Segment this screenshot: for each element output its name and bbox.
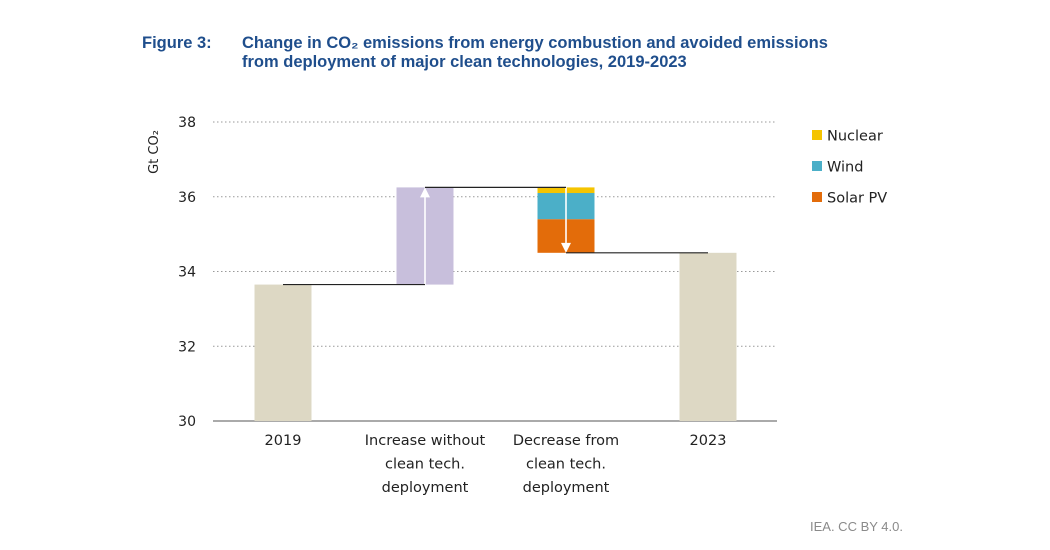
x-category-label: 2023 (690, 433, 727, 449)
legend-swatch-solar (812, 192, 822, 202)
figure-label: Figure 3: (142, 34, 212, 52)
credit-text: IEA. CC BY 4.0. (810, 519, 903, 534)
legend-swatch-nuclear (812, 130, 822, 140)
title-line-1: Change in CO₂ emissions from energy comb… (242, 34, 828, 52)
y-tick-label: 34 (178, 265, 196, 281)
y-tick-label: 30 (178, 414, 196, 430)
increase-arrow-head (420, 187, 430, 198)
x-category-label: clean tech. (526, 457, 606, 473)
legend-swatch-wind (812, 161, 822, 171)
y-tick-label: 36 (178, 190, 196, 206)
x-category-label: Decrease from (513, 433, 619, 449)
legend-label-solar: Solar PV (827, 191, 887, 207)
y-tick-label: 32 (178, 339, 196, 355)
x-category-label: deployment (382, 480, 469, 496)
legend-label-wind: Wind (827, 160, 863, 176)
y-axis-label: Gt CO₂ (147, 130, 162, 174)
bar-2023 (679, 252, 737, 421)
legend-label-nuclear: Nuclear (827, 129, 883, 145)
x-category-label: 2019 (265, 433, 302, 449)
y-tick-label: 38 (178, 115, 196, 131)
title-line-2: from deployment of major clean technolog… (242, 53, 687, 71)
x-category-label: Increase without (365, 433, 486, 449)
x-category-label: clean tech. (385, 457, 465, 473)
bar-2019 (254, 284, 312, 421)
decrease-arrow-head (561, 242, 571, 253)
x-category-label: deployment (523, 480, 610, 496)
